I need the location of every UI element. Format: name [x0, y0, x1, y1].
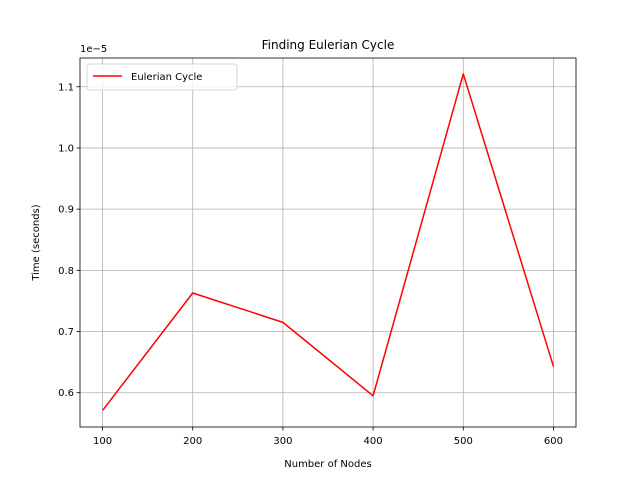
x-tick-label: 500	[454, 436, 473, 447]
y-tick-label: 0.8	[58, 266, 74, 277]
x-tick-label: 100	[93, 436, 112, 447]
chart-title: Finding Eulerian Cycle	[262, 38, 395, 52]
series-line	[101, 73, 555, 411]
legend-label: Eulerian Cycle	[131, 72, 202, 83]
x-tick-label: 200	[183, 436, 202, 447]
series-lines	[101, 73, 555, 411]
x-axis-ticks: 100 200 300 400 500 600	[93, 427, 563, 447]
y-axis-ticks: 0.6 0.7 0.8 0.9 1.0 1.1	[58, 82, 80, 399]
y-axis-label: Time (seconds)	[31, 204, 42, 281]
legend: Eulerian Cycle	[86, 63, 238, 91]
x-tick-label: 400	[364, 436, 383, 447]
x-tick-label: 300	[273, 436, 292, 447]
x-axis-label: Number of Nodes	[284, 459, 371, 470]
y-tick-label: 0.9	[58, 205, 74, 216]
y-tick-label: 1.0	[58, 143, 74, 154]
y-tick-label: 1.1	[58, 82, 74, 93]
legend-box	[86, 63, 238, 91]
grid	[80, 58, 576, 427]
plot-frame	[79, 57, 577, 428]
x-tick-label: 600	[544, 436, 563, 447]
y-axis-multiplier: 1e−5	[80, 44, 107, 55]
y-tick-label: 0.6	[58, 388, 74, 399]
y-tick-label: 0.7	[58, 327, 74, 338]
